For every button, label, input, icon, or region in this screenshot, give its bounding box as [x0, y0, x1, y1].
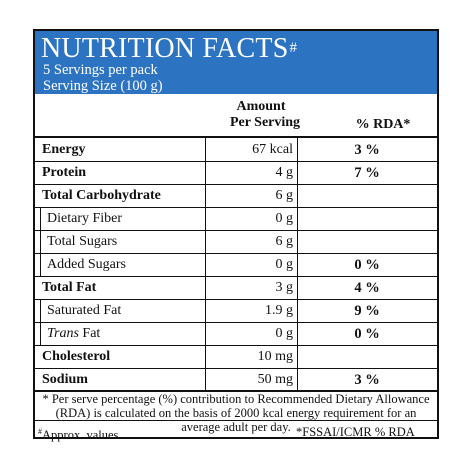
indent-divider: [40, 299, 41, 345]
approx-mark: #: [289, 40, 298, 56]
rda-source: *FSSAI/ICMR % RDA: [296, 425, 415, 439]
footnote-line2: (RDA) is calculated on the basis of 2000…: [55, 406, 417, 420]
label-title: NUTRITION FACTS#: [41, 33, 298, 64]
divider: [35, 184, 437, 185]
column-divider: [205, 137, 206, 391]
divider: [35, 253, 437, 254]
divider: [35, 161, 437, 162]
divider: [35, 136, 437, 138]
nutrition-facts-label: NUTRITION FACTS# 5 Servings per pack Ser…: [33, 29, 439, 439]
divider: [35, 322, 437, 323]
rda-header: % RDA*: [355, 117, 411, 132]
amount-header-line2: Per Serving: [229, 115, 301, 130]
approx-values-note: #Approx. values: [38, 427, 119, 443]
footer-divider: [33, 420, 439, 421]
divider: [35, 207, 437, 208]
divider: [35, 299, 437, 300]
divider: [35, 345, 437, 346]
servings-per-pack: 5 Servings per pack: [43, 62, 158, 78]
indent-divider: [40, 207, 41, 276]
footnote-line3: average adult per day.: [181, 420, 291, 434]
divider: [35, 230, 437, 231]
divider: [35, 368, 437, 369]
divider: [35, 390, 437, 392]
column-divider: [297, 137, 298, 391]
serving-size: Serving Size (100 g): [43, 78, 163, 94]
label-header: NUTRITION FACTS# 5 Servings per pack Ser…: [35, 31, 437, 94]
footnote-line1: * Per serve percentage (%) contribution …: [42, 392, 430, 406]
amount-header-line1: Amount: [236, 99, 286, 114]
divider: [35, 276, 437, 277]
